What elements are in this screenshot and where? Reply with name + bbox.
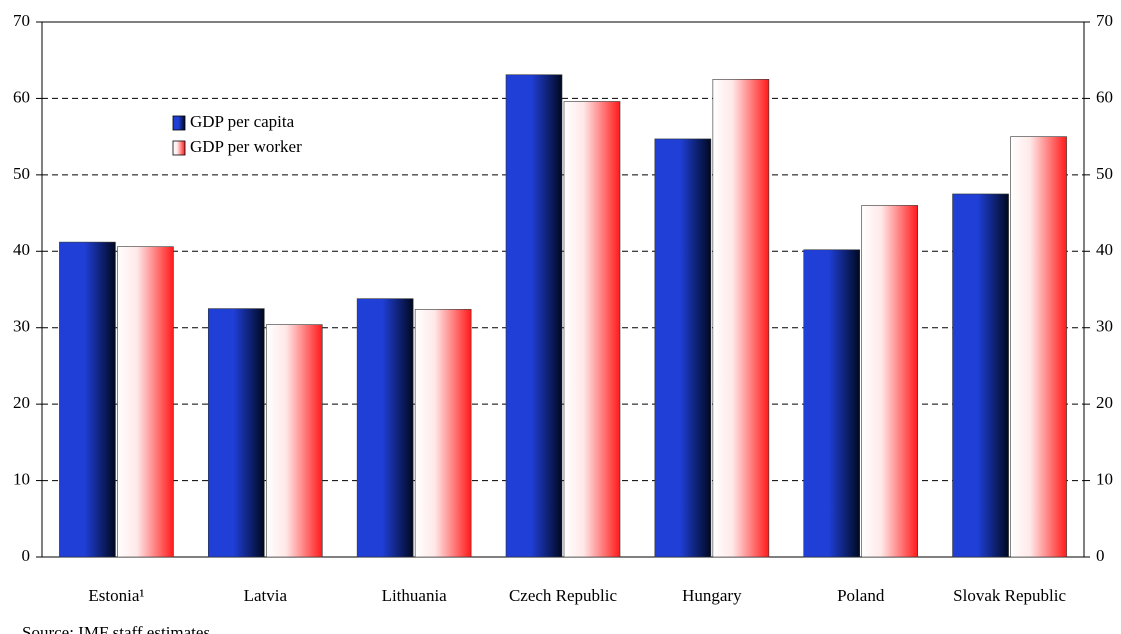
x-tick-label: Latvia <box>244 586 288 605</box>
x-tick-label: Estonia¹ <box>88 586 144 605</box>
bar <box>654 138 712 558</box>
y-tick-label: 0 <box>22 546 31 565</box>
y2-tick-label: 0 <box>1096 546 1105 565</box>
bar <box>505 74 563 558</box>
legend-swatch <box>172 140 186 156</box>
y2-tick-label: 50 <box>1096 164 1113 183</box>
bar <box>803 249 861 558</box>
y-tick-label: 70 <box>13 11 30 30</box>
y-tick-label: 10 <box>13 469 30 488</box>
x-tick-label: Czech Republic <box>509 586 618 605</box>
y-tick-label: 60 <box>13 87 30 106</box>
bar <box>563 101 621 558</box>
legend-label: GDP per worker <box>190 137 302 156</box>
x-tick-label: Poland <box>837 586 885 605</box>
bar <box>1010 136 1067 558</box>
y-tick-label: 30 <box>13 317 30 336</box>
y2-tick-label: 20 <box>1096 393 1113 412</box>
y2-tick-label: 10 <box>1096 469 1113 488</box>
y-tick-label: 20 <box>13 393 30 412</box>
y-tick-label: 40 <box>13 240 30 259</box>
bar <box>117 246 174 558</box>
legend-swatch <box>172 115 186 131</box>
bar <box>861 205 919 558</box>
bar <box>952 193 1009 558</box>
y2-tick-label: 60 <box>1096 87 1113 106</box>
source-note: Source: IMF staff estimates. <box>22 623 214 634</box>
x-tick-label: Lithuania <box>382 586 448 605</box>
x-tick-label: Hungary <box>682 586 742 605</box>
y-tick-label: 50 <box>13 164 30 183</box>
y2-tick-label: 40 <box>1096 240 1113 259</box>
bar <box>59 241 116 558</box>
bar <box>712 79 770 558</box>
bar <box>356 298 414 558</box>
bar <box>265 324 323 558</box>
bar <box>414 309 472 558</box>
y2-tick-label: 70 <box>1096 11 1113 30</box>
legend-label: GDP per capita <box>190 112 295 131</box>
y2-tick-label: 30 <box>1096 317 1113 336</box>
x-tick-label: Slovak Republic <box>953 586 1066 605</box>
plot-frame <box>41 21 1085 558</box>
bar <box>207 308 265 558</box>
